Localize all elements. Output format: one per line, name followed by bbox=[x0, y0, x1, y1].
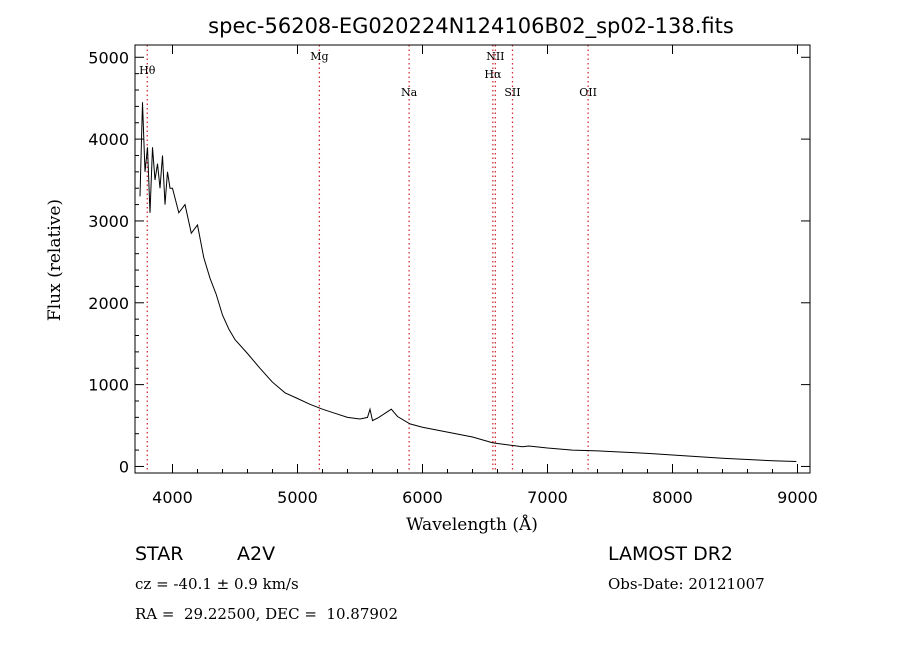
y-tick-label-5: 5000 bbox=[88, 48, 129, 67]
spectrum-line-0 bbox=[139, 102, 797, 462]
marker-label-0: Hθ bbox=[139, 64, 156, 77]
x-tick-label-4: 8000 bbox=[652, 488, 693, 507]
subclass: A2V bbox=[237, 543, 276, 565]
x-tick-label-1: 5000 bbox=[277, 488, 318, 507]
marker-label-3: NII bbox=[486, 50, 504, 63]
marker-label-4: Hα bbox=[484, 68, 502, 81]
survey-name: LAMOST DR2 bbox=[608, 543, 733, 565]
redshift-cz: cz = -40.1 ± 0.9 km/s bbox=[135, 575, 299, 593]
x-axis-ticks: 4000 5000 6000 7000 8000 9000 bbox=[152, 45, 818, 507]
marker-label-6: OII bbox=[579, 86, 597, 99]
ra-dec: RA = 29.22500, DEC = 10.87902 bbox=[135, 605, 399, 623]
y-tick-label-2: 2000 bbox=[88, 294, 129, 313]
marker-label-2: Na bbox=[401, 86, 418, 99]
x-tick-label-0: 4000 bbox=[152, 488, 193, 507]
y-tick-label-4: 4000 bbox=[88, 130, 129, 149]
marker-label-1: Mg bbox=[310, 50, 328, 63]
x-tick-label-3: 7000 bbox=[527, 488, 568, 507]
plot-frame bbox=[134, 44, 811, 474]
observation-date: Obs-Date: 20121007 bbox=[608, 575, 765, 593]
x-axis-label: Wavelength (Å) bbox=[406, 514, 538, 535]
chart-title: spec-56208-EG020224N124106B02_sp02-138.f… bbox=[208, 14, 734, 39]
spectrum-series bbox=[139, 102, 797, 462]
y-axis-label: Flux (relative) bbox=[45, 199, 65, 321]
y-tick-label-1: 1000 bbox=[88, 376, 129, 395]
marker-label-5: SII bbox=[504, 86, 520, 99]
object-type: STAR bbox=[135, 543, 184, 565]
x-tick-label-2: 6000 bbox=[402, 488, 443, 507]
y-axis-ticks: 0 1000 2000 3000 4000 5000 bbox=[88, 48, 810, 476]
x-tick-label-5: 9000 bbox=[777, 488, 818, 507]
y-tick-label-0: 0 bbox=[119, 457, 129, 476]
y-tick-label-3: 3000 bbox=[88, 212, 129, 231]
